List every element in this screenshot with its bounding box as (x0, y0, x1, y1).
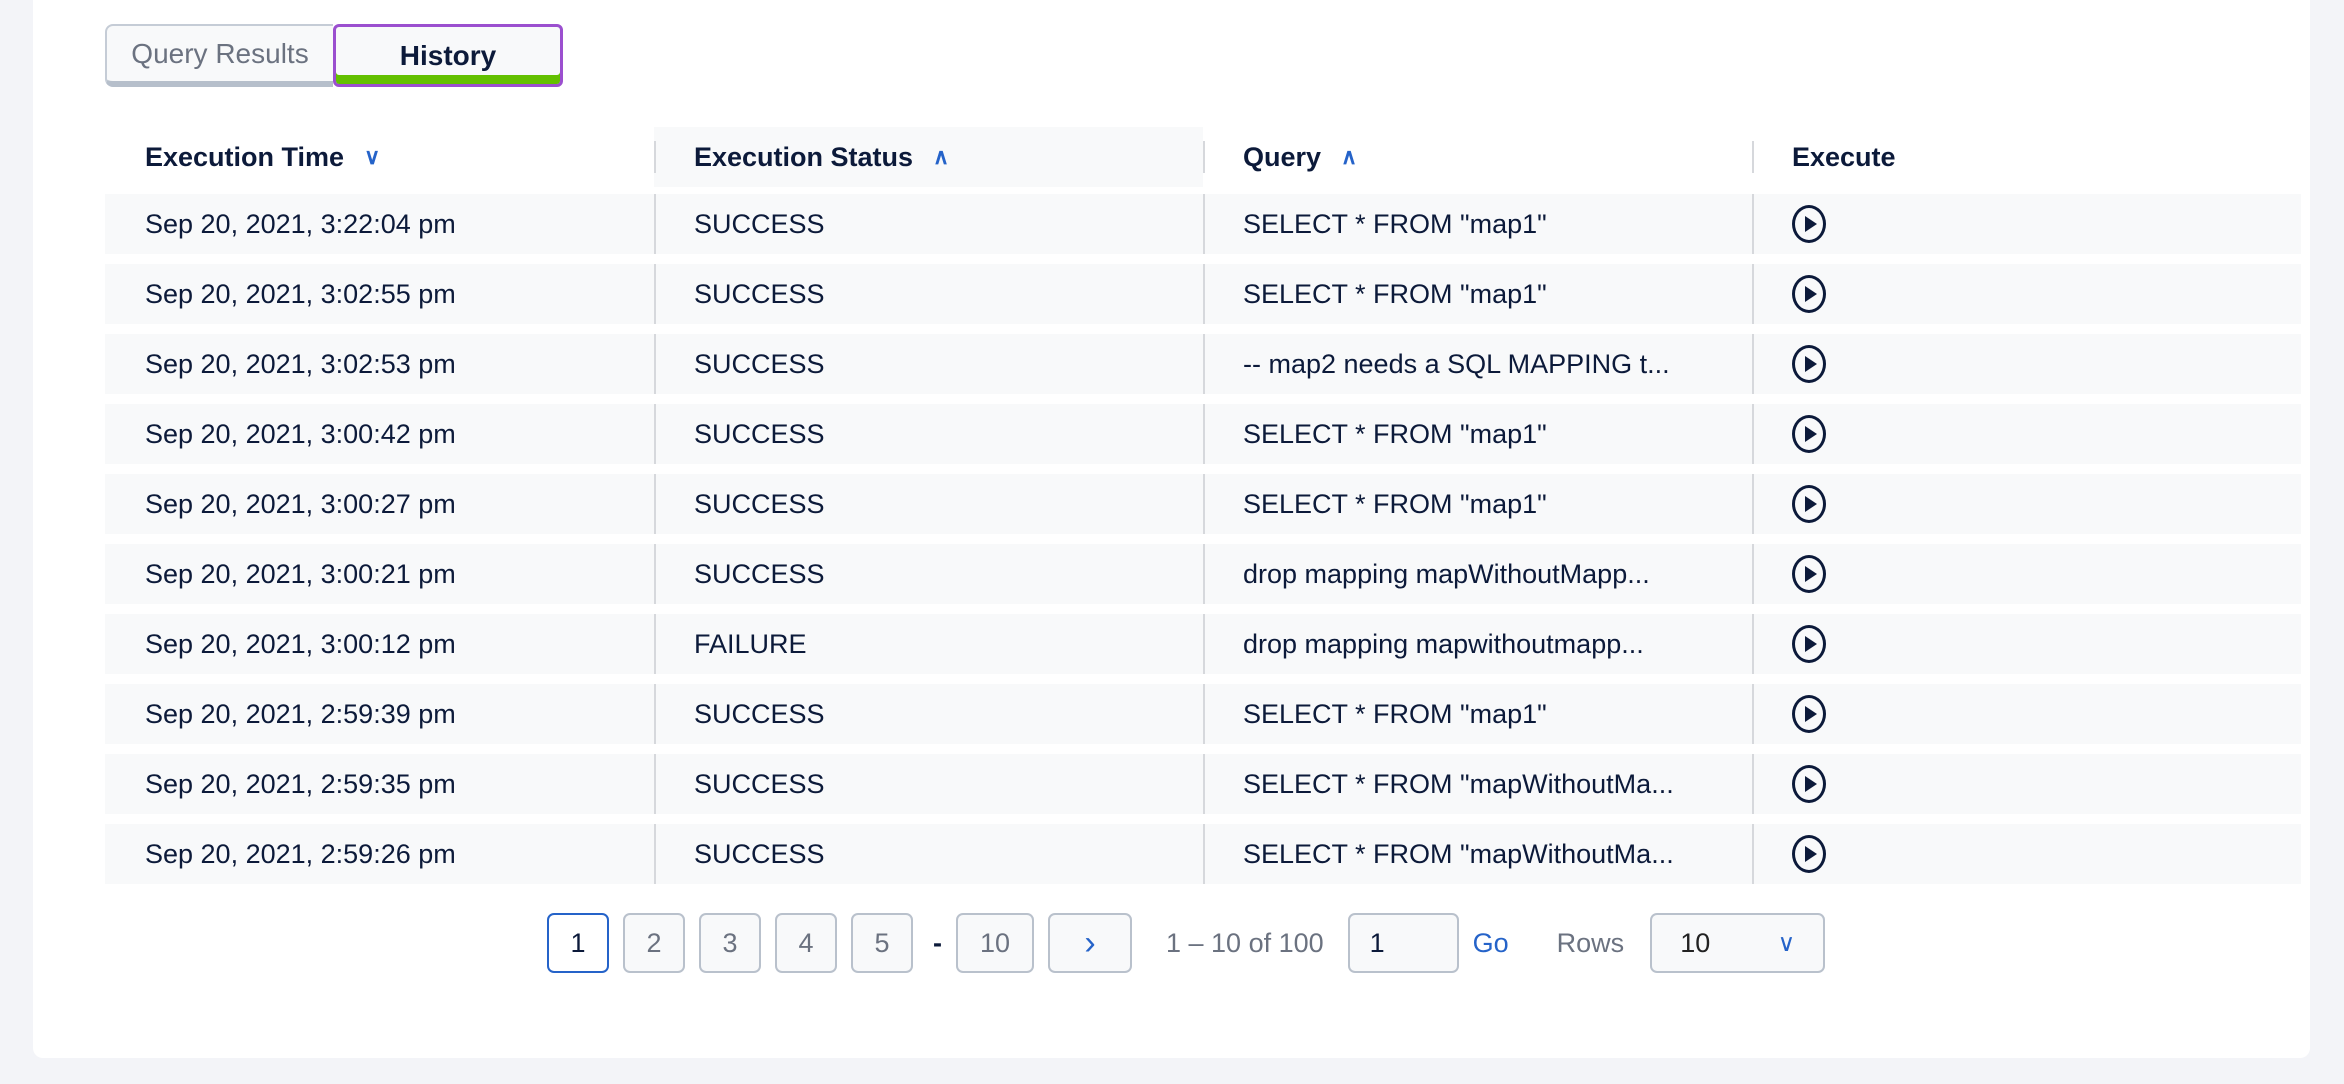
chevron-up-icon[interactable]: ∧ (1341, 144, 1358, 169)
page-range: 1 – 10 of 100 (1166, 927, 1324, 958)
header-label: Execute (1792, 141, 1896, 172)
cell-execute (1752, 614, 2301, 674)
cell-execution-status: SUCCESS (654, 194, 1203, 254)
cell-query: SELECT * FROM "map1" (1203, 264, 1752, 324)
chevron-up-icon[interactable]: ∧ (933, 144, 950, 169)
cell-execution-time: Sep 20, 2021, 2:59:35 pm (145, 768, 456, 799)
header-execution-time[interactable]: Execution Time ∨ (105, 127, 654, 187)
play-circle-icon[interactable] (1792, 485, 1826, 523)
page-4-button[interactable]: 4 (775, 913, 837, 973)
cell-execute (1752, 824, 2301, 884)
chevron-down-icon[interactable]: ∨ (364, 144, 381, 169)
cell-execution-status: SUCCESS (654, 264, 1203, 324)
cell-execute (1752, 404, 2301, 464)
table-row: Sep 20, 2021, 2:59:39 pm SUCCESS SELECT * … (105, 684, 2301, 744)
go-button[interactable]: Go (1472, 927, 1509, 958)
cell-execution-status: SUCCESS (654, 474, 1203, 534)
play-circle-icon[interactable] (1792, 275, 1826, 313)
cell-query: SELECT * FROM "mapWithoutMa... (1203, 824, 1752, 884)
header-label: Query (1243, 141, 1322, 172)
table-body: Sep 20, 2021, 3:22:04 pm SUCCESS SELECT * … (105, 194, 2301, 884)
cell-execute (1752, 194, 2301, 254)
play-circle-icon[interactable] (1792, 835, 1826, 873)
cell-execution-status: SUCCESS (654, 334, 1203, 394)
table-row: Sep 20, 2021, 3:02:55 pm SUCCESS SELECT * … (105, 264, 2301, 324)
page-1-button[interactable]: 1 (547, 913, 609, 973)
history-panel: Query Results History Execution Time ∨ Ex… (33, 0, 2310, 1058)
tab-bar: Query Results History (105, 24, 563, 87)
table-row: Sep 20, 2021, 2:59:26 pm SUCCESS SELECT * … (105, 824, 2301, 884)
next-page-button[interactable]: › (1048, 913, 1132, 973)
table-header: Execution Time ∨ Execution Status ∧ Query ∧… (105, 127, 2301, 187)
cell-execution-time: Sep 20, 2021, 3:02:55 pm (145, 278, 456, 309)
play-circle-icon[interactable] (1792, 415, 1826, 453)
header-execution-status[interactable]: Execution Status ∧ (654, 127, 1203, 187)
header-label: Execution Status (694, 141, 914, 172)
page-5-button[interactable]: 5 (851, 913, 913, 973)
cell-query: SELECT * FROM "map1" (1203, 194, 1752, 254)
cell-execution-status: SUCCESS (654, 824, 1203, 884)
table-row: Sep 20, 2021, 3:02:53 pm SUCCESS -- map2 n… (105, 334, 2301, 394)
cell-execution-status: SUCCESS (654, 684, 1203, 744)
cell-execute (1752, 334, 2301, 394)
page-ellipsis: - (933, 927, 942, 958)
cell-query: SELECT * FROM "map1" (1203, 474, 1752, 534)
table-row: Sep 20, 2021, 3:00:27 pm SUCCESS SELECT * … (105, 474, 2301, 534)
cell-query: drop mapping mapWithoutMapp... (1203, 544, 1752, 604)
cell-execute (1752, 754, 2301, 814)
history-table: Execution Time ∨ Execution Status ∧ Query ∧… (105, 127, 2301, 884)
play-circle-icon[interactable] (1792, 695, 1826, 733)
cell-execution-time: Sep 20, 2021, 3:00:21 pm (145, 558, 456, 589)
rows-label: Rows (1556, 927, 1625, 958)
table-row: Sep 20, 2021, 3:00:21 pm SUCCESS drop mapp… (105, 544, 2301, 604)
cell-execution-status: SUCCESS (654, 404, 1203, 464)
table-row: Sep 20, 2021, 3:00:12 pm FAILURE drop mapp… (105, 614, 2301, 674)
cell-query: -- map2 needs a SQL MAPPING t... (1203, 334, 1752, 394)
cell-execute (1752, 684, 2301, 744)
play-circle-icon[interactable] (1792, 625, 1826, 663)
cell-execution-time: Sep 20, 2021, 3:22:04 pm (145, 208, 456, 239)
cell-execution-time: Sep 20, 2021, 2:59:26 pm (145, 838, 456, 869)
rows-value: 10 (1680, 927, 1711, 958)
play-circle-icon[interactable] (1792, 765, 1826, 803)
cell-execute (1752, 544, 2301, 604)
cell-execute (1752, 264, 2301, 324)
play-circle-icon[interactable] (1792, 345, 1826, 383)
table-row: Sep 20, 2021, 3:00:42 pm SUCCESS SELECT * … (105, 404, 2301, 464)
cell-query: drop mapping mapwithoutmapp... (1203, 614, 1752, 674)
header-query[interactable]: Query ∧ (1203, 127, 1752, 187)
cell-execution-status: SUCCESS (654, 544, 1203, 604)
header-label: Execution Time (145, 141, 345, 172)
tab-history[interactable]: History (333, 24, 563, 87)
cell-execution-status: SUCCESS (654, 754, 1203, 814)
cell-execution-time: Sep 20, 2021, 2:59:39 pm (145, 698, 456, 729)
tab-query-results[interactable]: Query Results (105, 24, 333, 87)
page-3-button[interactable]: 3 (699, 913, 761, 973)
play-circle-icon[interactable] (1792, 555, 1826, 593)
cell-query: SELECT * FROM "map1" (1203, 684, 1752, 744)
pagination: 1 2 3 4 5 - 10 › 1 – 10 of 100 Go Rows 1… (547, 913, 1826, 973)
goto-page-input[interactable] (1347, 913, 1459, 973)
play-circle-icon[interactable] (1792, 205, 1826, 243)
cell-query: SELECT * FROM "map1" (1203, 404, 1752, 464)
page-2-button[interactable]: 2 (623, 913, 685, 973)
rows-per-page-select[interactable]: 10 ∨ (1650, 913, 1826, 973)
cell-execution-status: FAILURE (654, 614, 1203, 674)
chevron-down-icon: ∨ (1777, 929, 1796, 957)
chevron-right-icon: › (1084, 923, 1096, 962)
table-row: Sep 20, 2021, 3:22:04 pm SUCCESS SELECT * … (105, 194, 2301, 254)
table-row: Sep 20, 2021, 2:59:35 pm SUCCESS SELECT * … (105, 754, 2301, 814)
page-last-button[interactable]: 10 (956, 913, 1034, 973)
cell-execution-time: Sep 20, 2021, 3:00:12 pm (145, 628, 456, 659)
cell-execution-time: Sep 20, 2021, 3:00:27 pm (145, 488, 456, 519)
cell-query: SELECT * FROM "mapWithoutMa... (1203, 754, 1752, 814)
header-execute: Execute (1752, 127, 2301, 187)
cell-execution-time: Sep 20, 2021, 3:02:53 pm (145, 348, 456, 379)
cell-execution-time: Sep 20, 2021, 3:00:42 pm (145, 418, 456, 449)
cell-execute (1752, 474, 2301, 534)
